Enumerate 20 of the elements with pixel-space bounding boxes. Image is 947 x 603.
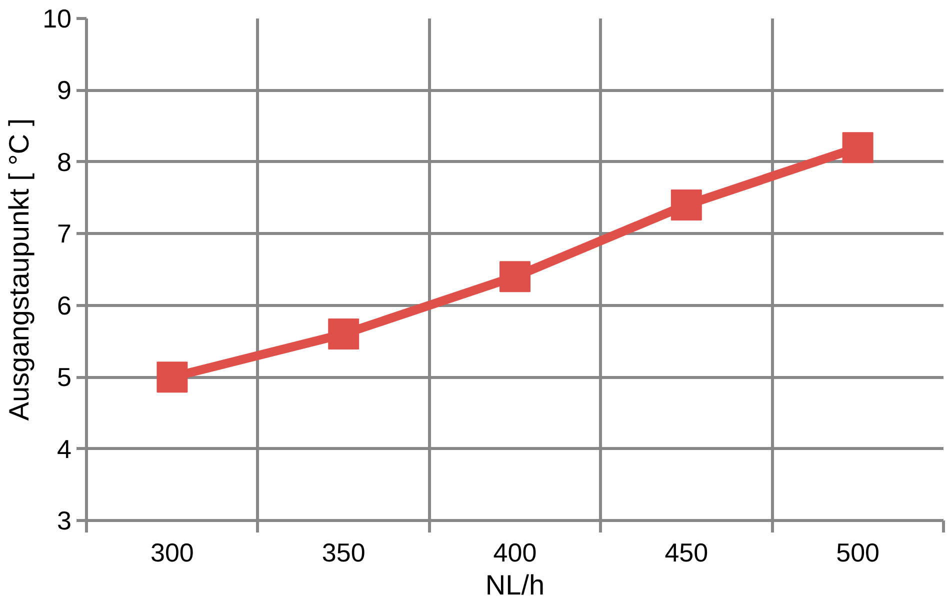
x-tick-label: 300 bbox=[150, 538, 194, 568]
y-axis-title: Ausgangstaupunkt [ °C ] bbox=[4, 118, 35, 421]
point bbox=[670, 189, 702, 220]
x-tick-label: 400 bbox=[493, 538, 537, 568]
y-tick-label: 3 bbox=[57, 506, 72, 536]
point bbox=[156, 362, 188, 393]
y-tick-label: 8 bbox=[57, 146, 72, 177]
point bbox=[328, 318, 360, 350]
y-tick-label: 5 bbox=[57, 362, 72, 392]
x-axis-title: NL/h bbox=[485, 570, 545, 600]
x-tick-label: 350 bbox=[322, 538, 366, 568]
y-tick-label: 6 bbox=[57, 290, 72, 320]
x-tick-label: 450 bbox=[664, 538, 708, 568]
point bbox=[500, 261, 530, 292]
y-tick-label: 10 bbox=[42, 4, 72, 34]
y-tick-label: 7 bbox=[57, 218, 72, 249]
x-tick-label: 500 bbox=[836, 538, 880, 568]
point bbox=[842, 132, 874, 164]
y-tick-label: 4 bbox=[57, 434, 72, 464]
y-tick-label: 9 bbox=[57, 75, 72, 106]
